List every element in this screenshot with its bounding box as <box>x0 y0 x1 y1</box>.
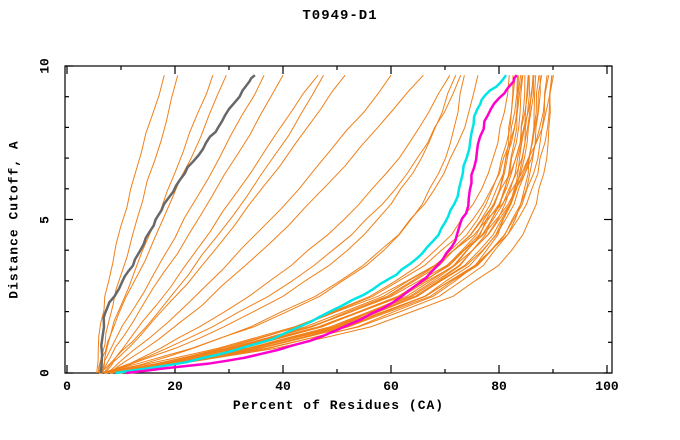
cyan-curve <box>115 74 508 375</box>
orange-09 <box>103 74 346 374</box>
chart-title: T0949-D1 <box>302 8 378 24</box>
orange-31 <box>99 75 523 374</box>
orange-39 <box>115 75 510 374</box>
orange-02 <box>98 75 179 374</box>
orange-26 <box>110 75 526 374</box>
orange-23 <box>99 75 543 374</box>
orange-04 <box>97 74 227 374</box>
x-tick-label-40: 40 <box>275 379 291 394</box>
y-axis-label: Distance Cutoff, A <box>6 140 22 299</box>
orange-34 <box>104 75 553 374</box>
y-tick-label-10: 10 <box>37 58 53 74</box>
orange-14 <box>99 75 465 374</box>
gray-curve <box>99 74 256 374</box>
y-tick-label-5: 5 <box>37 215 53 224</box>
orange-35 <box>110 75 554 374</box>
orange-38 <box>104 75 535 374</box>
orange-03 <box>101 75 214 374</box>
x-tick-label-60: 60 <box>383 379 399 394</box>
orange-05 <box>98 74 265 374</box>
orange-30 <box>99 75 541 374</box>
orange-17 <box>99 75 518 374</box>
x-tick-label-80: 80 <box>491 379 507 394</box>
y-tick-label-0: 0 <box>37 369 53 377</box>
orange-13 <box>110 75 479 374</box>
magenta-curve <box>126 74 518 375</box>
orange-11 <box>109 74 424 374</box>
orange-10 <box>107 74 392 374</box>
x-tick-label-20: 20 <box>167 379 183 394</box>
orange-08 <box>100 74 324 374</box>
x-tick-label-0: 0 <box>63 379 71 394</box>
orange-16 <box>110 74 451 374</box>
orange-06 <box>101 74 284 374</box>
x-axis-label: Percent of Residues (CA) <box>232 398 445 413</box>
orange-12 <box>104 74 457 374</box>
x-tick-label-100: 100 <box>595 379 619 394</box>
orange-07 <box>104 74 319 374</box>
orange-15 <box>104 75 462 374</box>
orange-01 <box>96 75 165 374</box>
